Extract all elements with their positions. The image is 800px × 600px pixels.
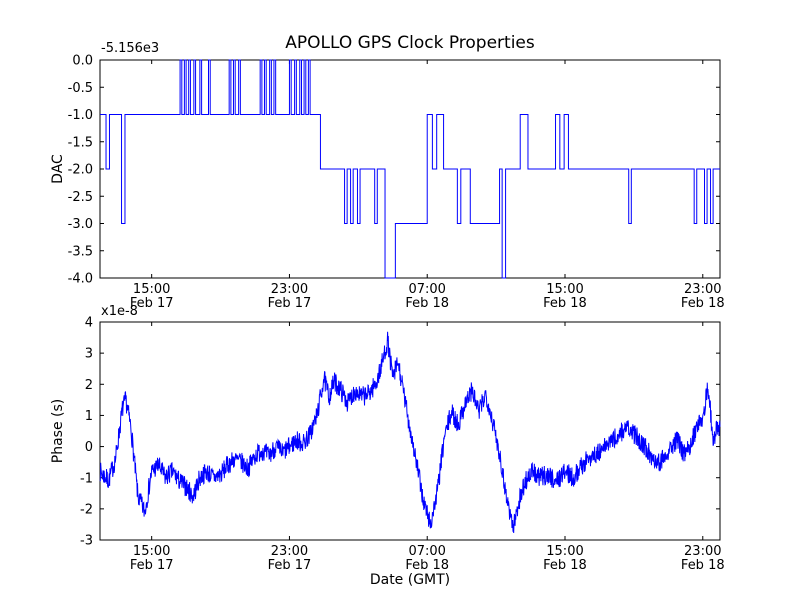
- y-tick-label: 4: [85, 316, 93, 331]
- y-tick-label: -2: [80, 502, 93, 517]
- x-tick-time-label: 07:00: [408, 282, 445, 297]
- y-tick-label: -3.5: [68, 244, 93, 259]
- dac-axis-ylabel: DAC: [50, 154, 66, 184]
- dac-series-line: [100, 59, 720, 279]
- y-tick-label: 0.0: [72, 54, 93, 69]
- y-tick-label: 3: [85, 347, 93, 362]
- x-tick-time-label: 23:00: [684, 282, 721, 297]
- x-tick-date-label: Feb 18: [405, 558, 449, 573]
- x-tick-date-label: Feb 17: [268, 558, 312, 573]
- x-tick-time-label: 15:00: [546, 544, 583, 559]
- x-tick-time-label: 23:00: [271, 544, 308, 559]
- y-tick-label: -1.0: [68, 108, 93, 123]
- x-tick-date-label: Feb 18: [543, 296, 587, 311]
- y-tick-label: -2.5: [68, 190, 93, 205]
- x-tick-time-label: 15:00: [546, 282, 583, 297]
- x-tick-time-label: 23:00: [684, 544, 721, 559]
- y-tick-label: -3.0: [68, 217, 93, 232]
- y-tick-label: 2: [85, 378, 93, 393]
- xaxis-label: Date (GMT): [369, 572, 451, 588]
- y-tick-label: 1: [85, 409, 93, 424]
- x-tick-time-label: 07:00: [408, 544, 445, 559]
- y-tick-label: -1.5: [68, 135, 93, 150]
- y-tick-label: -3: [80, 534, 93, 549]
- x-tick-date-label: Feb 18: [543, 558, 587, 573]
- x-tick-date-label: Feb 18: [405, 296, 449, 311]
- y-tick-label: -1: [80, 471, 93, 486]
- chart-title: APOLLO GPS Clock Properties: [285, 33, 535, 53]
- x-tick-time-label: 23:00: [271, 282, 308, 297]
- phase-series-line: [99, 331, 721, 534]
- x-tick-time-label: 15:00: [133, 282, 170, 297]
- x-tick-time-label: 15:00: [133, 544, 170, 559]
- phase-axes-frame: [99, 321, 721, 541]
- x-tick-date-label: Feb 17: [130, 558, 174, 573]
- y-tick-label: -0.5: [68, 81, 93, 96]
- y-tick-label: -4.0: [68, 272, 93, 287]
- phase-axis-ylabel: Phase (s): [50, 398, 66, 464]
- x-tick-date-label: Feb 18: [681, 558, 725, 573]
- x-tick-date-label: Feb 17: [130, 296, 174, 311]
- phase-axis-offset-label: x1e-8: [101, 304, 138, 319]
- dac-axis-offset-label: -5.156e3: [101, 41, 160, 56]
- y-tick-label: -2.0: [68, 163, 93, 178]
- x-tick-date-label: Feb 17: [268, 296, 312, 311]
- y-tick-label: 0: [85, 440, 93, 455]
- x-tick-date-label: Feb 18: [681, 296, 725, 311]
